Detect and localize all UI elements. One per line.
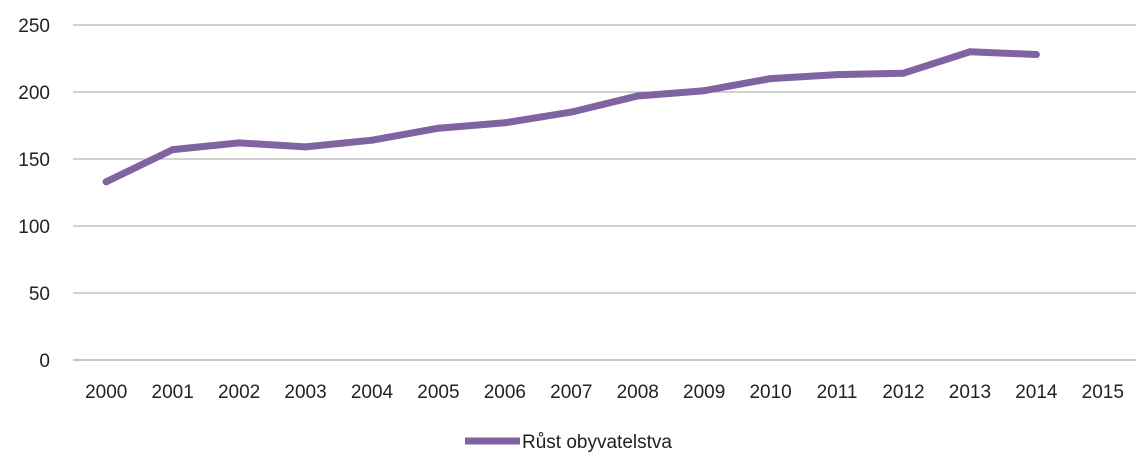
y-tick-label-100: 100 [18, 217, 50, 238]
x-tick-label-2008: 2008 [617, 382, 659, 403]
x-tick-label-2001: 2001 [152, 382, 194, 403]
series-line-0 [102, 48, 1040, 186]
y-tick-label-50: 50 [29, 284, 50, 305]
x-tick-label-2003: 2003 [284, 382, 326, 403]
x-tick-label-2015: 2015 [1082, 382, 1124, 403]
x-tick-label-2004: 2004 [351, 382, 394, 403]
y-tick-label-200: 200 [18, 83, 50, 104]
y-tick-label-250: 250 [18, 16, 50, 37]
y-tick-label-150: 150 [18, 150, 50, 171]
data-point-2003 [302, 143, 310, 151]
x-tick-label-2010: 2010 [749, 382, 791, 403]
x-tick-label-2011: 2011 [817, 382, 858, 403]
data-point-2002 [235, 139, 243, 147]
data-point-2000 [102, 178, 110, 186]
x-tick-label-2007: 2007 [550, 382, 592, 403]
x-tick-label-2006: 2006 [484, 382, 526, 403]
data-point-2004 [368, 136, 376, 144]
data-point-2012 [899, 69, 907, 77]
data-point-2014 [1032, 50, 1040, 58]
legend-label-rust-obyvatelstva: Růst obyvatelstva [522, 432, 672, 453]
x-tick-label-2000: 2000 [85, 382, 127, 403]
series-layer [102, 48, 1040, 186]
data-point-2006 [501, 119, 509, 127]
data-point-2009 [700, 87, 708, 95]
x-tick-label-2014: 2014 [1015, 382, 1058, 403]
data-point-2011 [833, 71, 841, 79]
data-point-2010 [767, 75, 775, 83]
x-tick-label-2005: 2005 [417, 382, 459, 403]
x-axis-ticks: 2000 2001 2002 2003 2004 2005 2006 2007 2008 2009… [85, 382, 1124, 403]
legend: Růst obyvatelstva [465, 432, 672, 453]
y-axis-ticks: 0 50 100 150 200 250 [18, 16, 50, 372]
x-tick-label-2013: 2013 [949, 382, 991, 403]
x-tick-label-2012: 2012 [882, 382, 924, 403]
y-tick-label-0: 0 [39, 351, 50, 372]
data-point-2013 [966, 48, 974, 56]
data-point-2008 [634, 92, 642, 100]
x-tick-label-2002: 2002 [218, 382, 260, 403]
gridlines [73, 24, 1136, 361]
data-point-2007 [567, 108, 575, 116]
x-tick-label-2009: 2009 [683, 382, 725, 403]
data-point-2001 [169, 146, 177, 154]
data-point-2005 [434, 124, 442, 132]
